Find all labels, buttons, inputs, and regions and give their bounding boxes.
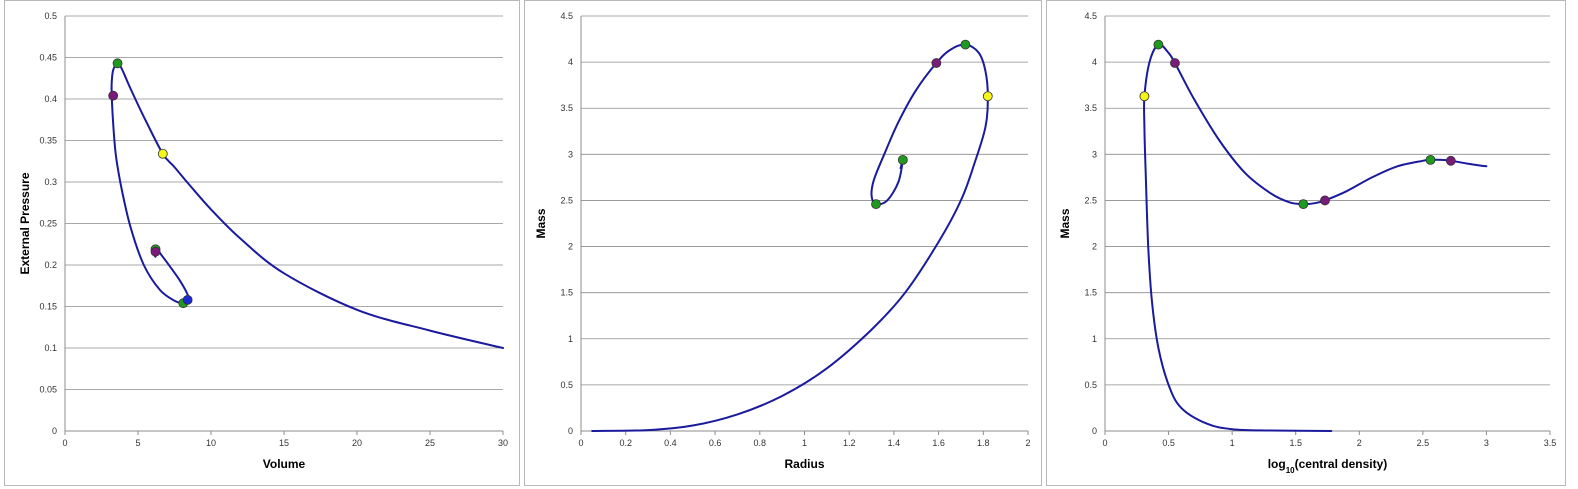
y-tick-label: 2.5 — [1084, 195, 1097, 205]
x-tick-label: 20 — [352, 438, 362, 448]
x-tick-label: 0.2 — [619, 438, 632, 448]
y-tick-label: 0.15 — [39, 302, 57, 312]
x-tick-label: 2 — [1357, 438, 1362, 448]
y-tick-label: 4.5 — [560, 11, 573, 21]
y-tick-label: 2 — [1092, 242, 1097, 252]
y-tick-label: 1.5 — [560, 288, 573, 298]
x-tick-label: 15 — [279, 438, 289, 448]
data-point-green — [960, 39, 971, 50]
data-point-green — [1298, 199, 1309, 210]
data-point-green — [112, 58, 123, 69]
y-tick-label: 4.5 — [1084, 11, 1097, 21]
y-tick-label: 2 — [568, 242, 573, 252]
data-point-purple — [150, 246, 161, 257]
data-point-yellow — [157, 148, 168, 159]
y-tick-label: 0 — [568, 426, 573, 436]
data-point-green — [1425, 154, 1436, 165]
y-tick-label: 0.35 — [39, 136, 57, 146]
x-tick-label: 2 — [1025, 438, 1030, 448]
y-axis-title: External Pressure — [18, 172, 32, 274]
x-tick-label: 3.5 — [1544, 438, 1557, 448]
y-tick-label: 0.5 — [560, 380, 573, 390]
y-tick-label: 0.4 — [44, 94, 57, 104]
data-point-blue — [182, 294, 193, 305]
x-tick-label: 5 — [135, 438, 140, 448]
y-tick-label: 3.5 — [560, 103, 573, 113]
y-tick-label: 0 — [52, 426, 57, 436]
y-tick-label: 1.5 — [1084, 288, 1097, 298]
y-axis-title: Mass — [534, 208, 548, 238]
data-point-purple — [1170, 58, 1180, 68]
x-tick-label: 1.8 — [977, 438, 990, 448]
x-tick-label: 0 — [1102, 438, 1107, 448]
y-tick-label: 0.45 — [39, 53, 57, 63]
x-tick-label: 0 — [62, 438, 67, 448]
chart-panel-mass-radius: 0 0.5 1 1.5 2 2.5 3 3.5 4 4.5 0 0.2 0.4 0.6 0.8 1 1.2 1.4… — [524, 0, 1042, 486]
x-axis-title: Volume — [263, 457, 306, 471]
data-point-yellow — [982, 91, 993, 102]
data-point-green — [897, 154, 908, 165]
y-tick-label: 3 — [568, 149, 573, 159]
x-tick-label: 30 — [498, 438, 508, 448]
y-tick-label: 0 — [1092, 426, 1097, 436]
y-axis-title: Mass — [1058, 208, 1072, 238]
x-tick-label: 3 — [1484, 438, 1489, 448]
data-point-purple — [931, 58, 942, 68]
y-tick-label: 0.05 — [39, 385, 57, 395]
x-tick-label: 1 — [1230, 438, 1235, 448]
y-tick-label: 4 — [568, 57, 573, 67]
x-tick-label: 0 — [578, 438, 583, 448]
x-axis-title: Radius — [784, 457, 824, 471]
data-point-purple — [1320, 195, 1330, 206]
x-tick-label: 0.8 — [754, 438, 767, 448]
series-line — [110, 62, 504, 349]
chart-mass-radius: 0 0.5 1 1.5 2 2.5 3 3.5 4 4.5 0 0.2 0.4 0.6 0.8 1 1.2 1.4… — [534, 11, 1031, 471]
x-tick-label: 10 — [206, 438, 216, 448]
chart-mass-density: 0 0.5 1 1.5 2 2.5 3 3.5 4 4.5 0 0.5 1 1.5 2 2.5 3 3.5 log1… — [1058, 11, 1557, 475]
y-tick-label: 3 — [1092, 149, 1097, 159]
y-tick-label: 0.2 — [44, 260, 57, 270]
x-tick-label: 0.6 — [709, 438, 722, 448]
series-line — [591, 43, 989, 432]
x-tick-label: 1.5 — [1289, 438, 1302, 448]
data-point-green — [1153, 39, 1164, 50]
y-tick-label: 0.3 — [44, 177, 57, 187]
x-tick-label: 0.4 — [664, 438, 677, 448]
x-axis-title: log10(central density) — [1268, 457, 1388, 475]
x-tick-label: 2.5 — [1417, 438, 1430, 448]
x-tick-label: 1.2 — [843, 438, 856, 448]
y-tick-label: 4 — [1092, 57, 1097, 67]
x-tick-label: 1 — [802, 438, 807, 448]
x-tick-label: 25 — [425, 438, 435, 448]
y-tick-label: 1 — [1092, 334, 1097, 344]
x-tick-label: 1.4 — [888, 438, 901, 448]
y-tick-label: 3.5 — [1084, 103, 1097, 113]
chart-panel-pressure-volume: 0 0.05 0.1 0.15 0.2 0.25 0.3 0.35 0.4 0.45 0.5 0 5 10… — [4, 0, 520, 486]
y-tick-label: 2.5 — [560, 195, 573, 205]
data-point-green — [871, 199, 881, 210]
y-tick-label: 0.1 — [44, 343, 57, 353]
y-tick-label: 0.25 — [39, 219, 57, 229]
data-point-yellow — [1139, 91, 1150, 102]
data-point-purple — [108, 90, 119, 101]
y-tick-label: 1 — [568, 334, 573, 344]
chart-pressure-volume: 0 0.05 0.1 0.15 0.2 0.25 0.3 0.35 0.4 0.45 0.5 0 5 10… — [18, 11, 508, 471]
chart-panel-mass-density: 0 0.5 1 1.5 2 2.5 3 3.5 4 4.5 0 0.5 1 1.5 2 2.5 3 3.5 log1… — [1046, 0, 1566, 486]
y-tick-label: 0.5 — [44, 11, 57, 21]
x-tick-label: 1.6 — [932, 438, 945, 448]
data-point-purple — [1445, 155, 1456, 166]
series-line — [1142, 43, 1488, 432]
x-tick-label: 0.5 — [1162, 438, 1175, 448]
y-tick-label: 0.5 — [1084, 380, 1097, 390]
